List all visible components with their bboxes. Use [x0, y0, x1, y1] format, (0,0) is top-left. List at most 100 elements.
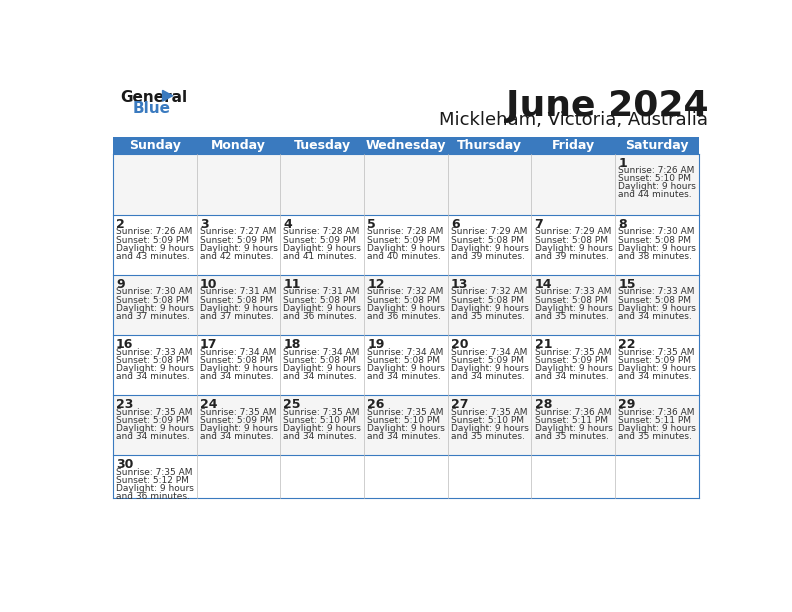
Text: and 35 minutes.: and 35 minutes.	[451, 312, 525, 321]
Text: Daylight: 9 hours: Daylight: 9 hours	[619, 364, 696, 373]
Bar	[447, 275, 531, 335]
Text: Daylight: 9 hours: Daylight: 9 hours	[451, 304, 529, 313]
Text: 11: 11	[284, 278, 301, 291]
Bar	[280, 455, 364, 498]
Bar	[447, 215, 531, 275]
Text: Sunrise: 7:28 AM: Sunrise: 7:28 AM	[284, 228, 360, 236]
Text: and 35 minutes.: and 35 minutes.	[535, 312, 608, 321]
Text: 8: 8	[619, 218, 627, 231]
Text: Sunset: 5:09 PM: Sunset: 5:09 PM	[284, 236, 356, 245]
Text: Daylight: 9 hours: Daylight: 9 hours	[451, 424, 529, 433]
Text: Daylight: 9 hours: Daylight: 9 hours	[619, 182, 696, 191]
Text: 7: 7	[535, 218, 543, 231]
Text: Daylight: 9 hours: Daylight: 9 hours	[535, 244, 612, 253]
Bar	[531, 154, 615, 215]
Text: and 36 minutes.: and 36 minutes.	[116, 492, 190, 501]
Text: and 34 minutes.: and 34 minutes.	[200, 432, 273, 441]
Text: 26: 26	[367, 398, 385, 411]
Text: 20: 20	[451, 338, 468, 351]
Text: and 34 minutes.: and 34 minutes.	[284, 372, 357, 381]
Text: 18: 18	[284, 338, 301, 351]
Text: Daylight: 9 hours: Daylight: 9 hours	[367, 244, 445, 253]
Text: 16: 16	[116, 338, 133, 351]
Bar	[196, 455, 280, 498]
Text: and 34 minutes.: and 34 minutes.	[200, 372, 273, 381]
Text: Daylight: 9 hours: Daylight: 9 hours	[451, 244, 529, 253]
Text: and 38 minutes.: and 38 minutes.	[619, 252, 692, 261]
Text: 24: 24	[200, 398, 217, 411]
Text: Sunrise: 7:26 AM: Sunrise: 7:26 AM	[116, 228, 192, 236]
Text: Sunset: 5:12 PM: Sunset: 5:12 PM	[116, 476, 189, 485]
Bar	[113, 154, 196, 215]
Text: Sunset: 5:09 PM: Sunset: 5:09 PM	[200, 416, 272, 425]
Text: Sunrise: 7:35 AM: Sunrise: 7:35 AM	[116, 408, 192, 417]
Text: Daylight: 9 hours: Daylight: 9 hours	[284, 244, 361, 253]
Bar	[364, 275, 447, 335]
Text: and 35 minutes.: and 35 minutes.	[451, 432, 525, 441]
Bar	[531, 455, 615, 498]
Bar	[615, 275, 699, 335]
Text: and 35 minutes.: and 35 minutes.	[619, 432, 692, 441]
Text: Sunset: 5:11 PM: Sunset: 5:11 PM	[535, 416, 607, 425]
Text: Sunrise: 7:33 AM: Sunrise: 7:33 AM	[619, 288, 695, 296]
Text: 4: 4	[284, 218, 292, 231]
Bar	[615, 215, 699, 275]
Bar	[113, 215, 196, 275]
Text: Daylight: 9 hours: Daylight: 9 hours	[284, 304, 361, 313]
Text: Sunset: 5:11 PM: Sunset: 5:11 PM	[619, 416, 691, 425]
Bar	[615, 335, 699, 395]
Bar	[447, 335, 531, 395]
Text: Thursday: Thursday	[457, 138, 522, 152]
Text: and 39 minutes.: and 39 minutes.	[535, 252, 608, 261]
Text: Sunrise: 7:36 AM: Sunrise: 7:36 AM	[535, 408, 611, 417]
Bar	[113, 136, 699, 154]
Text: 17: 17	[200, 338, 217, 351]
Text: Sunset: 5:08 PM: Sunset: 5:08 PM	[535, 296, 607, 305]
Text: Daylight: 9 hours: Daylight: 9 hours	[200, 424, 278, 433]
Text: Daylight: 9 hours: Daylight: 9 hours	[116, 424, 194, 433]
Text: Sunset: 5:09 PM: Sunset: 5:09 PM	[367, 236, 440, 245]
Text: Sunrise: 7:34 AM: Sunrise: 7:34 AM	[284, 348, 360, 357]
Text: Sunrise: 7:35 AM: Sunrise: 7:35 AM	[535, 348, 611, 357]
Text: and 34 minutes.: and 34 minutes.	[619, 312, 692, 321]
Bar	[364, 215, 447, 275]
Text: Sunrise: 7:35 AM: Sunrise: 7:35 AM	[619, 348, 695, 357]
Bar	[196, 275, 280, 335]
Text: Sunrise: 7:30 AM: Sunrise: 7:30 AM	[116, 288, 192, 296]
Text: Mickleham, Victoria, Australia: Mickleham, Victoria, Australia	[439, 111, 708, 129]
Text: 15: 15	[619, 278, 636, 291]
Polygon shape	[162, 91, 173, 101]
Text: Sunrise: 7:34 AM: Sunrise: 7:34 AM	[367, 348, 444, 357]
Bar	[615, 154, 699, 215]
Text: and 34 minutes.: and 34 minutes.	[367, 372, 441, 381]
Text: and 44 minutes.: and 44 minutes.	[619, 190, 692, 199]
Bar	[531, 335, 615, 395]
Text: Sunrise: 7:28 AM: Sunrise: 7:28 AM	[367, 228, 444, 236]
Text: 6: 6	[451, 218, 459, 231]
Bar	[531, 395, 615, 455]
Text: Sunrise: 7:35 AM: Sunrise: 7:35 AM	[116, 468, 192, 477]
Text: 5: 5	[367, 218, 376, 231]
Text: Daylight: 9 hours: Daylight: 9 hours	[367, 304, 445, 313]
Text: and 34 minutes.: and 34 minutes.	[284, 432, 357, 441]
Text: and 34 minutes.: and 34 minutes.	[619, 372, 692, 381]
Text: Sunrise: 7:29 AM: Sunrise: 7:29 AM	[535, 228, 611, 236]
Bar	[364, 455, 447, 498]
Text: Sunrise: 7:32 AM: Sunrise: 7:32 AM	[367, 288, 444, 296]
Text: and 42 minutes.: and 42 minutes.	[200, 252, 273, 261]
Text: 19: 19	[367, 338, 385, 351]
Text: Saturday: Saturday	[625, 138, 689, 152]
Text: 12: 12	[367, 278, 385, 291]
Bar	[280, 335, 364, 395]
Text: Sunday: Sunday	[129, 138, 181, 152]
Text: 23: 23	[116, 398, 133, 411]
Bar	[531, 215, 615, 275]
Text: Sunset: 5:10 PM: Sunset: 5:10 PM	[367, 416, 440, 425]
Text: and 34 minutes.: and 34 minutes.	[116, 432, 190, 441]
Text: Daylight: 9 hours: Daylight: 9 hours	[116, 364, 194, 373]
Bar	[196, 335, 280, 395]
Text: 9: 9	[116, 278, 124, 291]
Text: Sunset: 5:09 PM: Sunset: 5:09 PM	[619, 356, 691, 365]
Bar	[196, 215, 280, 275]
Text: Sunrise: 7:29 AM: Sunrise: 7:29 AM	[451, 228, 527, 236]
